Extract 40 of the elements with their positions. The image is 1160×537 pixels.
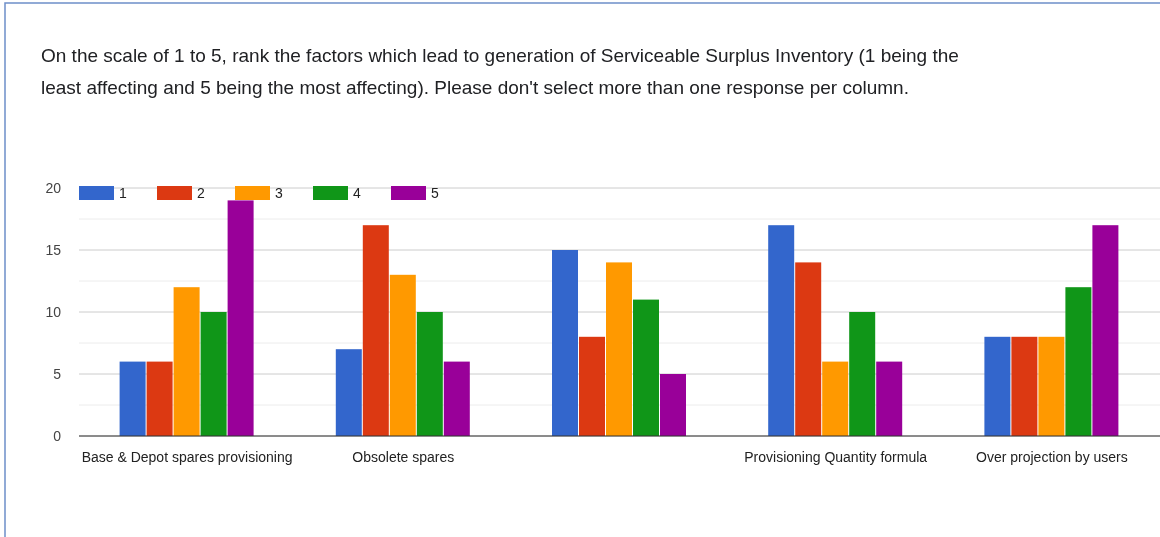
bar bbox=[822, 361, 849, 436]
legend-label: 2 bbox=[197, 184, 205, 201]
bar bbox=[579, 336, 605, 436]
bar bbox=[389, 274, 416, 436]
bar bbox=[416, 312, 443, 436]
y-tick-label: 20 bbox=[45, 179, 62, 196]
bar bbox=[227, 200, 254, 436]
bar bbox=[606, 262, 632, 436]
bar bbox=[173, 287, 200, 436]
bar bbox=[795, 262, 822, 436]
bar bbox=[1092, 225, 1119, 436]
bar bbox=[1011, 336, 1038, 436]
bar bbox=[335, 349, 362, 436]
bar bbox=[1065, 287, 1092, 436]
x-tick-label: Obsolete spares bbox=[352, 449, 455, 465]
bar bbox=[984, 336, 1011, 436]
bar bbox=[660, 374, 686, 436]
y-tick-label: 10 bbox=[45, 303, 62, 320]
bar bbox=[768, 225, 795, 436]
legend-label: 4 bbox=[353, 184, 361, 201]
bar bbox=[362, 225, 389, 436]
bar bbox=[119, 361, 146, 436]
bar bbox=[200, 312, 227, 436]
chart-title: On the scale of 1 to 5, rank the factors which lead to generation of Serviceable Surplus Inventory (1 being the least affecting and 5 being the most affecting). Please don't select more than one response per column. bbox=[41, 45, 959, 98]
y-tick-label: 5 bbox=[53, 365, 62, 382]
y-tick-label: 15 bbox=[45, 241, 62, 258]
legend-label: 3 bbox=[275, 184, 283, 201]
legend-label: 5 bbox=[431, 184, 439, 201]
bar bbox=[876, 361, 903, 436]
bar bbox=[146, 361, 173, 436]
bar bbox=[443, 361, 470, 436]
bar bbox=[552, 250, 578, 436]
bar bbox=[1038, 336, 1065, 436]
y-tick-label: 0 bbox=[53, 427, 62, 444]
x-tick-label: Over projection by users bbox=[976, 449, 1128, 465]
x-tick-label: Base & Depot spares provisioning bbox=[81, 449, 293, 465]
bar bbox=[849, 312, 876, 436]
bar bbox=[633, 299, 659, 436]
legend-label: 1 bbox=[119, 184, 127, 201]
x-tick-label: Provisioning Quantity formula bbox=[744, 449, 928, 465]
